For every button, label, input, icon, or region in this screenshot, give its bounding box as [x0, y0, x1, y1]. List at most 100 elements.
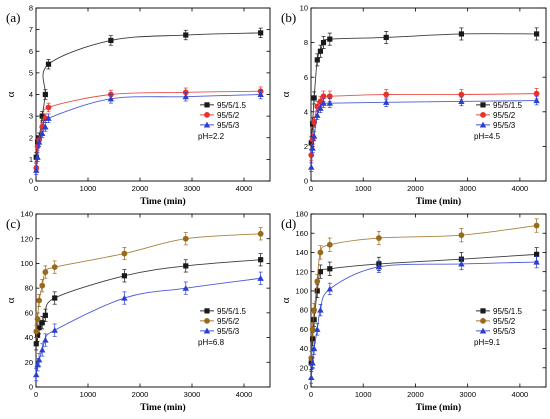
chart-panel: 0 1000 2000 3000 4000 0 20 40 60 80 100 120 140 160 18… — [280, 210, 547, 413]
data-point — [257, 230, 264, 237]
data-point — [317, 98, 324, 105]
data-point — [320, 93, 327, 100]
data-point — [326, 93, 333, 100]
data-point — [458, 232, 465, 239]
data-point — [317, 48, 323, 54]
data-point — [458, 31, 464, 37]
data-point — [45, 104, 52, 111]
data-point — [33, 341, 39, 347]
y-tick-label: 40 — [25, 333, 33, 342]
data-point — [375, 263, 383, 270]
x-tick-label: 0 — [309, 390, 313, 399]
y-tick-label: 4 — [29, 90, 33, 99]
data-point — [534, 31, 540, 37]
x-axis-label: Time (min) — [140, 196, 185, 207]
x-axis-label: Time (min) — [140, 402, 185, 413]
data-point — [309, 326, 316, 333]
data-point — [311, 307, 318, 314]
legend-entry: 95/5/1.5 — [217, 101, 246, 110]
data-series — [33, 271, 264, 382]
data-point — [39, 346, 46, 353]
y-tick-label: 100 — [295, 286, 308, 295]
x-tick-label: 1000 — [355, 390, 372, 399]
data-point — [45, 61, 52, 67]
data-point — [317, 105, 324, 111]
data-point — [534, 251, 540, 257]
data-point — [39, 282, 46, 289]
data-point — [308, 163, 315, 170]
data-point — [314, 326, 321, 332]
data-point — [317, 249, 324, 256]
data-point — [182, 235, 189, 242]
legend-entry: 95/5/3 — [217, 327, 240, 336]
legend-marker — [203, 327, 211, 334]
y-tick-label: 100 — [20, 259, 33, 268]
data-series — [308, 88, 540, 161]
legend-marker — [479, 121, 487, 128]
panel-label: (d) — [281, 216, 296, 231]
x-tick-label: 1000 — [80, 390, 97, 399]
legend-marker — [479, 327, 487, 334]
data-point — [42, 336, 49, 343]
data-point — [183, 32, 189, 38]
y-tick-label: 2 — [304, 142, 308, 151]
x-axis-label: Time (min) — [416, 402, 461, 413]
plot-frame — [310, 213, 547, 388]
data-point — [39, 130, 46, 136]
data-point — [317, 306, 324, 313]
condition-label: pH=9.1 — [474, 338, 501, 347]
x-tick-label: 2000 — [132, 184, 149, 193]
x-tick-label: 4000 — [512, 390, 529, 399]
legend: 95/5/1.595/5/295/5/3 — [476, 307, 522, 336]
data-point — [327, 266, 333, 272]
y-tick-label: 0 — [29, 177, 33, 186]
legend: 95/5/1.595/5/295/5/3 — [200, 307, 246, 336]
chart-panel: 0 1000 2000 3000 4000 0 20 40 60 80 100 120 140 Time … — [5, 210, 271, 413]
data-point — [308, 152, 315, 158]
legend-marker — [480, 102, 486, 108]
y-tick-label: 4 — [304, 107, 308, 116]
data-point — [310, 345, 318, 352]
data-point — [121, 250, 128, 257]
y-tick-label: 20 — [300, 363, 308, 372]
data-series — [33, 227, 264, 338]
y-tick-label: 80 — [300, 306, 308, 315]
legend-entry: 95/5/2 — [493, 317, 516, 326]
data-point — [33, 371, 40, 378]
y-tick-label: 7 — [29, 25, 33, 34]
x-tick-label: 0 — [309, 184, 313, 193]
x-tick-label: 3000 — [184, 390, 201, 399]
data-point — [35, 356, 43, 363]
data-point — [326, 285, 333, 292]
y-tick-label: 2 — [29, 133, 33, 142]
data-series — [308, 255, 540, 384]
data-point — [42, 269, 49, 275]
y-tick-label: 160 — [295, 229, 308, 238]
legend-entry: 95/5/2 — [493, 111, 516, 120]
data-point — [34, 332, 41, 338]
data-point — [314, 103, 321, 110]
x-tick-label: 3000 — [184, 184, 201, 193]
data-point — [33, 328, 40, 335]
data-point — [375, 235, 382, 241]
data-point — [458, 260, 465, 267]
condition-label: pH=4.5 — [474, 132, 501, 141]
legend: 95/5/1.595/5/295/5/3 — [200, 101, 246, 130]
data-point — [42, 312, 48, 318]
y-tick-label: 8 — [29, 4, 33, 13]
legend-entry: 95/5/3 — [493, 121, 516, 130]
data-point — [310, 132, 318, 139]
data-point — [314, 278, 321, 285]
y-tick-label: 60 — [300, 325, 308, 334]
y-tick-label: 140 — [20, 210, 33, 219]
data-point — [45, 115, 52, 121]
y-axis-label: α — [5, 91, 17, 97]
data-point — [51, 264, 58, 271]
y-tick-label: 20 — [25, 358, 33, 367]
data-point — [36, 325, 42, 331]
data-point — [383, 34, 389, 41]
panel-label: (c) — [6, 216, 20, 231]
condition-label: pH=2.2 — [198, 132, 225, 141]
data-point — [51, 326, 58, 333]
